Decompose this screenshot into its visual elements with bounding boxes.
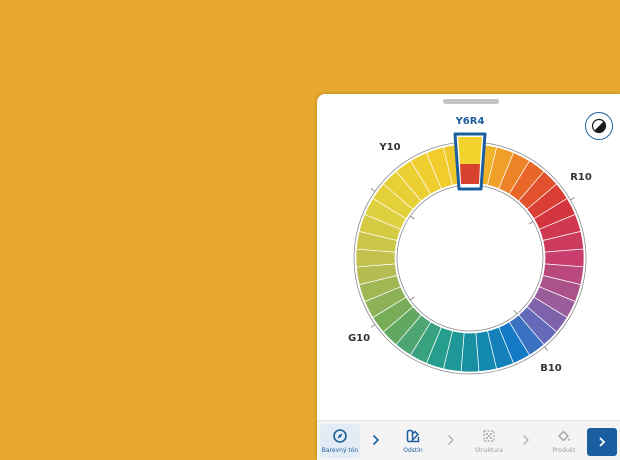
hue-tick-mark [409,215,415,220]
hue-tick-mark [370,324,376,328]
step-odstin[interactable]: Odstín [393,424,433,458]
hue-wheel[interactable]: Y6R4 Y10 R10 B10 G10 [317,94,620,420]
selected-hue-label: Y6R4 [455,116,485,127]
step-label: Produkt [552,447,576,454]
paint-bucket-icon [557,428,571,444]
selection-marker[interactable] [453,132,487,191]
hue-label-y10: Y10 [378,142,400,153]
color-picker-panel: Y6R4 Y10 R10 B10 G10 Barevný tón Odstín [317,94,620,460]
hue-tick-mark [544,346,549,351]
step-label: Barevný tón [321,447,359,454]
step-label: Odstín [403,447,423,454]
hue-label-g10: G10 [348,333,370,344]
hue-label-b10: B10 [540,363,562,374]
chevron-right-icon [599,437,606,447]
step-navigation: Barevný tón Odstín Struktura Pro [317,420,620,460]
compass-icon [333,428,347,444]
hue-tick-mark [370,188,376,192]
contrast-toggle-button[interactable] [585,112,613,140]
color-swatch-icon [406,428,420,444]
chevron-right-icon [521,433,531,447]
contrast-icon [591,118,607,134]
step-barevny-ton[interactable]: Barevný tón [320,424,360,458]
step-label: Struktura [474,447,504,454]
chevron-right-icon [446,433,456,447]
hue-tick-mark [528,221,534,225]
step-produkt[interactable]: Produkt [544,424,584,458]
chevron-right-icon [371,433,381,447]
hue-label-r10: R10 [570,172,592,183]
next-button[interactable] [587,428,617,456]
drag-handle[interactable] [443,99,499,104]
hue-tick-mark [409,296,415,301]
step-struktura[interactable]: Struktura [469,424,509,458]
hue-tick-mark [570,197,575,201]
wheel-inner-ring [396,184,544,332]
texture-icon [482,428,496,444]
hue-tick-mark [513,309,518,315]
